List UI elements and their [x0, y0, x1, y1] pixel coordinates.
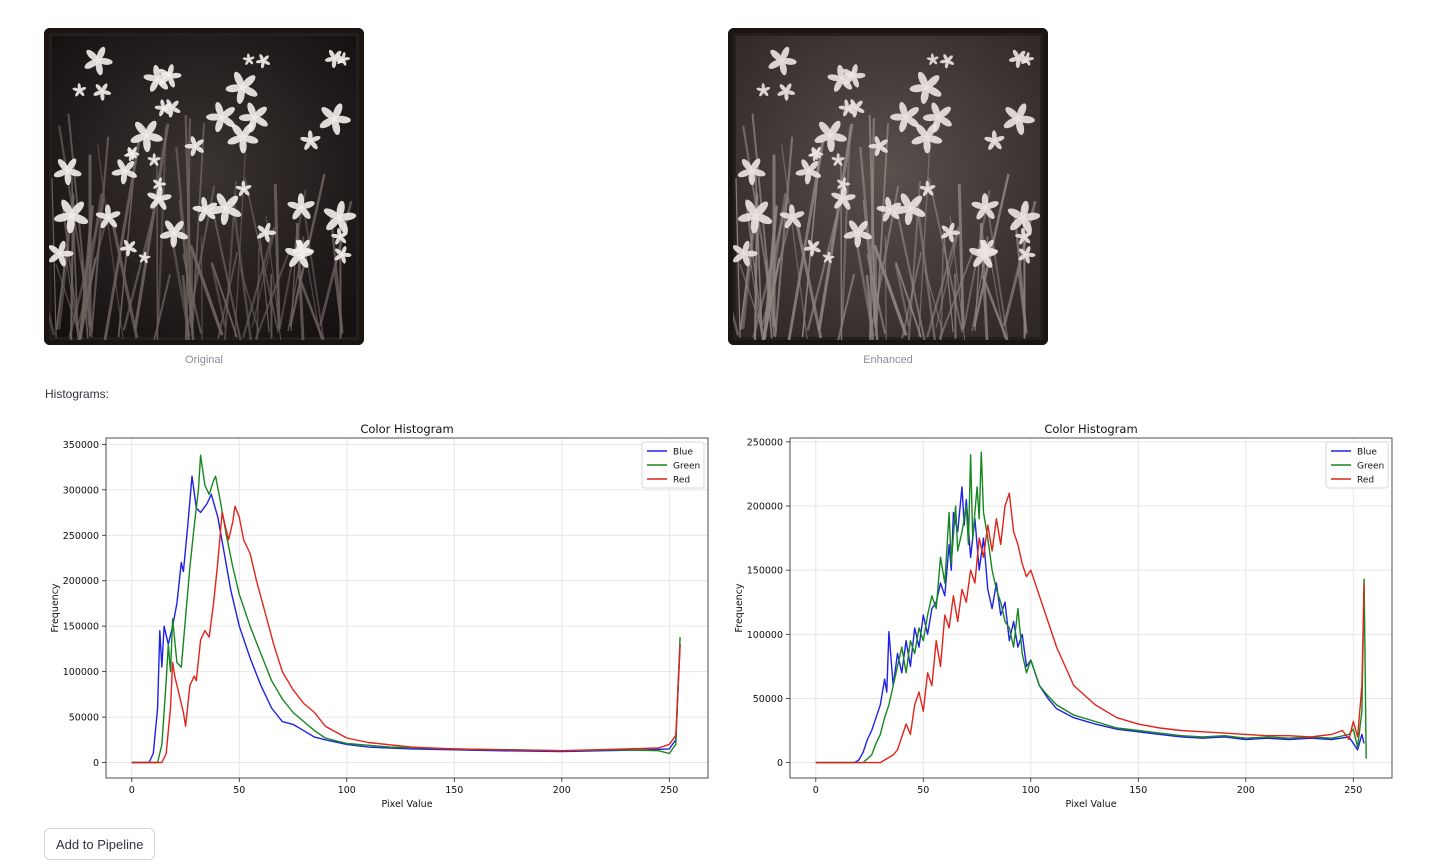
legend-label-green: Green	[1357, 461, 1384, 471]
series-line-blue	[815, 486, 1365, 764]
plot-area	[789, 437, 1393, 779]
chart-title: Color Histogram	[1044, 422, 1137, 436]
x-tick-label: 50	[917, 785, 929, 796]
x-tick-label: 250	[660, 785, 678, 796]
legend-label-red: Red	[1357, 475, 1374, 485]
y-axis-label: Frequency	[734, 583, 745, 632]
y-tick-label: 250000	[747, 437, 783, 448]
x-tick-label: 100	[1022, 785, 1040, 796]
chart-title: Color Histogram	[360, 422, 453, 436]
x-tick-label: 50	[233, 785, 245, 796]
x-tick-label: 150	[1129, 785, 1147, 796]
y-tick-label: 50000	[69, 713, 99, 724]
x-axis-label: Pixel Value	[381, 799, 432, 810]
x-tick-label: 150	[445, 785, 463, 796]
y-tick-label: 0	[93, 758, 99, 769]
chart-legend: Blue Green Red	[641, 441, 705, 489]
legend-label-green: Green	[673, 461, 700, 471]
x-tick-label: 250	[1344, 785, 1362, 796]
x-tick-label: 200	[1237, 785, 1255, 796]
legend-label-blue: Blue	[673, 447, 693, 457]
y-tick-label: 350000	[63, 440, 99, 451]
legend-label-red: Red	[673, 475, 690, 485]
plot-area	[105, 437, 709, 779]
y-tick-label: 0	[777, 758, 783, 769]
histograms-label: Histograms:	[45, 387, 110, 401]
legend-label-blue: Blue	[1357, 447, 1377, 457]
x-tick-label: 0	[813, 785, 819, 796]
y-tick-label: 200000	[747, 502, 783, 513]
y-tick-label: 150000	[747, 566, 783, 577]
x-tick-label: 0	[129, 785, 135, 796]
series-line-green	[815, 451, 1367, 764]
original-caption: Original	[185, 354, 223, 366]
chart-legend: Blue Green Red	[1325, 441, 1389, 489]
series-line-red	[131, 505, 681, 764]
series-line-red	[815, 492, 1365, 764]
x-tick-label: 100	[338, 785, 356, 796]
series-line-green	[131, 454, 681, 764]
y-tick-label: 300000	[63, 485, 99, 496]
y-tick-label: 250000	[63, 531, 99, 542]
enhanced-image	[728, 28, 1048, 345]
y-tick-label: 150000	[63, 622, 99, 633]
original-image	[44, 28, 364, 345]
y-tick-label: 100000	[747, 630, 783, 641]
y-tick-label: 200000	[63, 576, 99, 587]
x-axis-label: Pixel Value	[1065, 799, 1116, 810]
y-tick-label: 50000	[753, 694, 783, 705]
series-line-blue	[131, 475, 681, 764]
y-tick-label: 100000	[63, 667, 99, 678]
y-axis-label: Frequency	[50, 583, 61, 632]
add-to-pipeline-button[interactable]: Add to Pipeline	[44, 828, 156, 860]
x-tick-label: 200	[553, 785, 571, 796]
original-histogram-chart: Color Histogram 0 50 100 150 200 250 0 50000 1000…	[44, 418, 724, 818]
enhanced-caption: Enhanced	[863, 354, 913, 366]
enhanced-histogram-chart: Color Histogram 0 50 100 150 200 250 0 50000 1000…	[728, 418, 1408, 818]
original-photo-graphic	[44, 28, 364, 345]
enhanced-photo-graphic	[728, 28, 1048, 345]
